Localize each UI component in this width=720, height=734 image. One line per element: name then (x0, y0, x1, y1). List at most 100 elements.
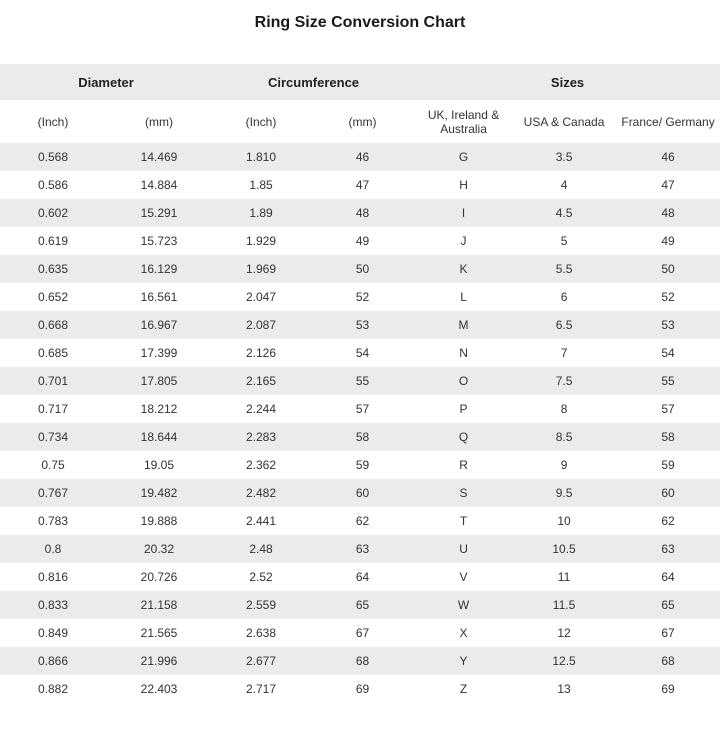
cell: 8 (560, 402, 568, 416)
table-row: 0.701 17.805 2.165 55 O 7.5 55 (0, 367, 720, 395)
cell: 60 (355, 486, 370, 500)
column-header-france-germany: France/ Germany (621, 114, 715, 129)
cell: 67 (661, 626, 675, 640)
cell: 55 (355, 374, 370, 388)
cell: 47 (661, 178, 675, 192)
cell: 17.399 (140, 346, 178, 360)
cell: 11 (557, 570, 571, 584)
cell: 0.568 (37, 150, 69, 164)
cell: 63 (661, 542, 675, 556)
group-header-sizes: Sizes (550, 74, 585, 90)
cell: 21.158 (140, 598, 178, 612)
cell: 2.244 (246, 402, 277, 416)
page-title: Ring Size Conversion Chart (254, 14, 466, 31)
cell: 63 (355, 542, 370, 556)
column-header-diameter-mm: (mm) (145, 114, 173, 129)
cell: 48 (355, 206, 370, 220)
cell: 9 (560, 458, 568, 472)
table-row: 0.652 16.561 2.047 52 L 6 52 (0, 283, 720, 311)
cell: R (459, 458, 468, 472)
cell: 64 (355, 570, 370, 584)
cell: 2.165 (246, 374, 277, 388)
group-header-circumference: Circumference (268, 74, 360, 90)
cell: 19.888 (140, 514, 178, 528)
cell: 53 (355, 318, 370, 332)
cell: 46 (661, 150, 675, 164)
table-row: 0.586 14.884 1.85 47 H 4 47 (0, 171, 720, 199)
cell: I (461, 206, 466, 220)
cell: 69 (661, 682, 675, 696)
cell: Q (458, 430, 469, 444)
cell: N (459, 346, 468, 360)
cell: 54 (355, 346, 370, 360)
table-row: 0.767 19.482 2.482 60 S 9.5 60 (0, 479, 720, 507)
cell: 2.362 (246, 458, 277, 472)
table-row: 0.866 21.996 2.677 68 Y 12.5 68 (0, 647, 720, 675)
cell: 1.810 (246, 150, 277, 164)
cell: 7.5 (555, 374, 573, 388)
cell: 52 (661, 290, 675, 304)
cell: 13 (557, 682, 571, 696)
ring-size-conversion-table: Diameter Circumference Sizes (Inch) (mm)… (0, 64, 720, 703)
cell: 4.5 (555, 206, 573, 220)
cell: 20.32 (143, 542, 175, 556)
cell: 0.586 (37, 178, 69, 192)
cell: 20.726 (140, 570, 178, 584)
group-header-row: Diameter Circumference Sizes (0, 64, 720, 100)
cell: S (459, 486, 468, 500)
cell: 68 (661, 654, 675, 668)
column-header-circumference-inch: (Inch) (245, 114, 277, 129)
cell: 64 (661, 570, 675, 584)
cell: 2.482 (246, 486, 277, 500)
cell: 7 (560, 346, 568, 360)
cell: 14.469 (140, 150, 178, 164)
table-body: 0.568 14.469 1.810 46 G 3.5 46 0.586 14.884 1.85 4… (0, 143, 720, 703)
cell: 8.5 (555, 430, 573, 444)
cell: 0.685 (37, 346, 69, 360)
table-row: 0.783 19.888 2.441 62 T 10 62 (0, 507, 720, 535)
cell: G (458, 150, 469, 164)
table-row: 0.602 15.291 1.89 48 I 4.5 48 (0, 199, 720, 227)
cell: 2.717 (246, 682, 277, 696)
cell: 0.619 (37, 234, 69, 248)
table-row: 0.717 18.212 2.244 57 P 8 57 (0, 395, 720, 423)
cell: 2.047 (246, 290, 277, 304)
cell: 2.283 (246, 430, 277, 444)
table-row: 0.75 19.05 2.362 59 R 9 59 (0, 451, 720, 479)
cell: 15.291 (140, 206, 178, 220)
cell: 0.668 (37, 318, 69, 332)
cell: 1.929 (246, 234, 277, 248)
table-row: 0.619 15.723 1.929 49 J 5 49 (0, 227, 720, 255)
cell: 57 (355, 402, 370, 416)
table-row: 0.849 21.565 2.638 67 X 12 67 (0, 619, 720, 647)
cell: 16.129 (140, 262, 178, 276)
cell: 19.05 (143, 458, 175, 472)
cell: 12 (557, 626, 571, 640)
cell: 46 (355, 150, 370, 164)
table-row: 0.8 20.32 2.48 63 U 10.5 63 (0, 535, 720, 563)
cell: 19.482 (140, 486, 178, 500)
cell: 1.85 (249, 178, 273, 192)
cell: 9.5 (555, 486, 573, 500)
cell: 52 (355, 290, 370, 304)
cell: 2.087 (246, 318, 277, 332)
cell: W (457, 598, 470, 612)
cell: 0.882 (37, 682, 69, 696)
cell: L (460, 290, 467, 304)
cell: 22.403 (140, 682, 178, 696)
cell: 16.561 (140, 290, 178, 304)
cell: J (460, 234, 467, 248)
table-row: 0.635 16.129 1.969 50 K 5.5 50 (0, 255, 720, 283)
cell: 6 (560, 290, 568, 304)
cell: 5.5 (555, 262, 573, 276)
cell: 3.5 (555, 150, 573, 164)
cell: 58 (661, 430, 675, 444)
table-row: 0.685 17.399 2.126 54 N 7 54 (0, 339, 720, 367)
cell: 62 (355, 514, 370, 528)
cell: 10 (557, 514, 571, 528)
cell: 0.75 (41, 458, 65, 472)
cell: 65 (661, 598, 675, 612)
column-header-diameter-inch: (Inch) (37, 114, 69, 129)
cell: P (459, 402, 468, 416)
cell: 21.565 (140, 626, 178, 640)
